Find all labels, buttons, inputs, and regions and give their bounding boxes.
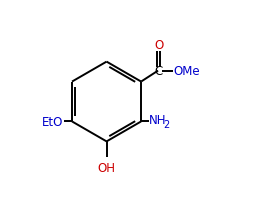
Text: OMe: OMe — [174, 65, 200, 78]
Text: C: C — [154, 65, 162, 78]
Text: OH: OH — [98, 161, 116, 174]
Text: EtO: EtO — [42, 115, 64, 128]
Text: 2: 2 — [163, 119, 170, 129]
Text: O: O — [154, 38, 163, 51]
Text: NH: NH — [149, 114, 167, 127]
